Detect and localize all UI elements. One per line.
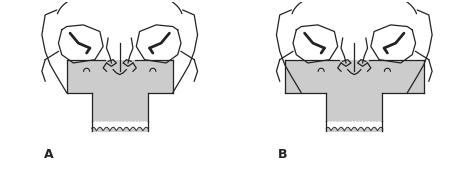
Text: B: B bbox=[278, 148, 288, 161]
Text: A: A bbox=[44, 148, 53, 161]
Polygon shape bbox=[67, 60, 173, 121]
Polygon shape bbox=[285, 60, 424, 121]
